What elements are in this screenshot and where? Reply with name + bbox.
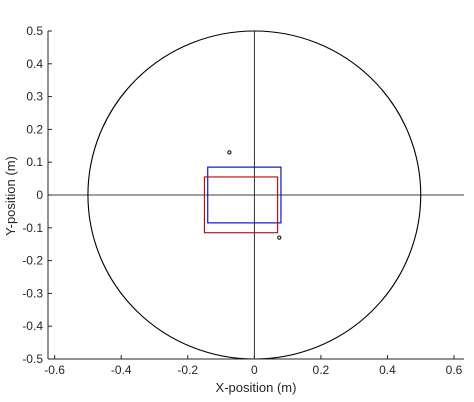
x-tick-label: -0.4 [111, 363, 132, 377]
y-tick-label: 0.5 [26, 24, 43, 38]
plot-area [48, 30, 464, 360]
rectangle-1 [207, 166, 282, 224]
x-tick-label: 0.6 [446, 363, 463, 377]
x-axis-label: X-position (m) [216, 380, 297, 395]
x-tick-label: 0 [251, 363, 258, 377]
y-tick-label: -0.5 [22, 352, 43, 366]
x-tick-label: 0.2 [313, 363, 330, 377]
data-point-1 [227, 150, 232, 155]
x-tick-label: -0.6 [44, 363, 65, 377]
y-tick-label: 0.4 [26, 57, 43, 71]
y-axis-label: Y-position (m) [3, 156, 18, 236]
y-tick-label: 0.3 [26, 90, 43, 104]
rectangle-2 [203, 176, 279, 234]
data-point-2 [277, 235, 282, 240]
y-tick-label: -0.3 [22, 286, 43, 300]
x-tick-label: -0.2 [177, 363, 198, 377]
y-tick-label: 0.2 [26, 122, 43, 136]
x-tick-label: 0.4 [379, 363, 396, 377]
y-tick-label: 0 [36, 188, 43, 202]
y-tick-label: -0.4 [22, 319, 43, 333]
y-tick-label: -0.2 [22, 254, 43, 268]
axes: -0.6 -0.4 -0.2 0 0.2 0.4 0.6 0.5 0.4 0.3 0.2 0.1 0 -0… [22, 24, 464, 377]
y-tick-label: 0.1 [26, 155, 43, 169]
y-tick-label: -0.1 [22, 221, 43, 235]
